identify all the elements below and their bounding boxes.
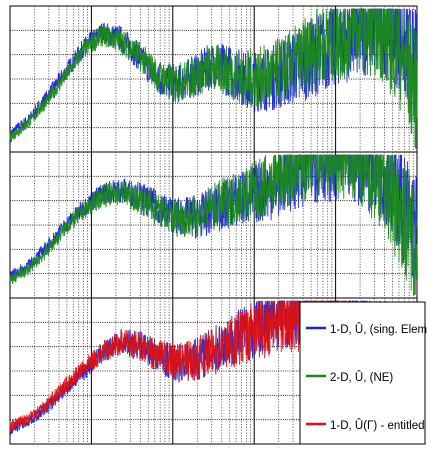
legend-box (299, 301, 426, 445)
legend-label: 1-D, Û, (sing. Element) (330, 323, 427, 336)
series-line-top-green (9, 7, 418, 150)
legend-label: 1-D, Û(Γ) - entitled array (330, 419, 427, 432)
series-line-middle-green (9, 153, 418, 296)
legend-label: 2-D, Û, (NE) (330, 371, 393, 384)
